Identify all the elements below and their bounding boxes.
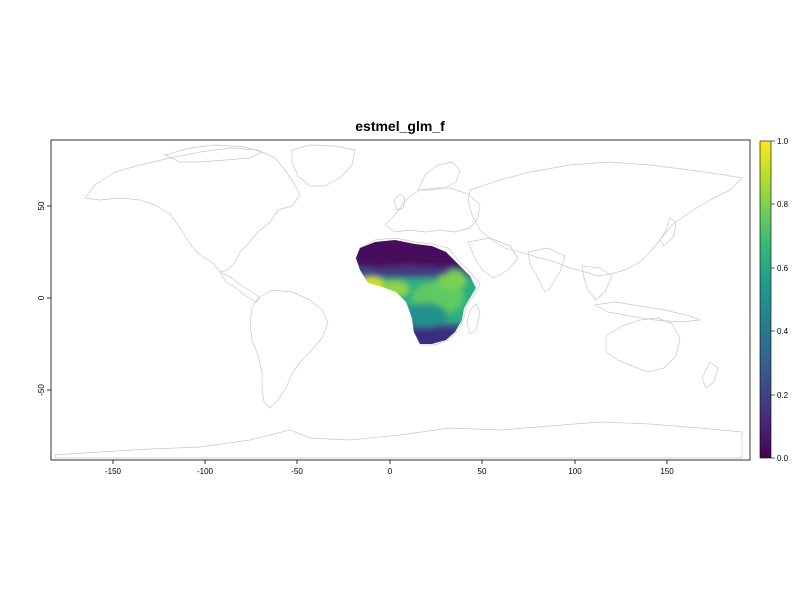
x-tick: -100 bbox=[197, 460, 214, 476]
y-tick: 50 bbox=[37, 201, 51, 210]
prediction-raster bbox=[356, 240, 476, 344]
legend-tick: 0.0 bbox=[771, 454, 789, 463]
map-area bbox=[54, 144, 743, 459]
legend-tick: 0.2 bbox=[771, 391, 789, 400]
raster-east-high bbox=[438, 270, 466, 290]
legend-tick-label: 1.0 bbox=[777, 137, 789, 146]
x-tick: 150 bbox=[660, 460, 674, 476]
y-tick-label: 50 bbox=[37, 201, 46, 210]
raster-west-coast bbox=[360, 277, 384, 291]
plot-frame bbox=[50, 139, 751, 461]
x-tick: 0 bbox=[388, 460, 393, 476]
canada-islands-outline bbox=[164, 144, 263, 163]
uk-outline bbox=[393, 193, 406, 211]
legend-tick-label: 0.6 bbox=[777, 264, 789, 273]
y-tick: -50 bbox=[37, 384, 51, 396]
india-outline bbox=[527, 247, 566, 293]
legend-tick: 0.8 bbox=[771, 200, 789, 209]
new-zealand-outline bbox=[701, 361, 719, 389]
indonesia-outline bbox=[594, 301, 701, 323]
greenland-outline bbox=[291, 144, 356, 187]
x-tick: 50 bbox=[478, 460, 487, 476]
x-tick: -150 bbox=[105, 460, 122, 476]
x-tick-label: -100 bbox=[197, 467, 214, 476]
map-title: estmel_glm_f bbox=[355, 118, 445, 134]
raster-sahel bbox=[356, 240, 476, 268]
y-tick-label: 0 bbox=[37, 295, 46, 300]
australia-outline bbox=[605, 317, 681, 373]
madagascar-outline bbox=[466, 303, 481, 335]
legend-colorbar: 0.0 0.2 0.4 0.6 0.8 1.0 bbox=[759, 137, 789, 463]
legend-tick-label: 0.0 bbox=[777, 454, 789, 463]
south-america-outline bbox=[249, 289, 329, 409]
x-tick-label: -150 bbox=[105, 467, 122, 476]
antarctica-outline bbox=[54, 421, 743, 459]
raster-west-mid bbox=[381, 281, 409, 297]
southeast-asia-outline bbox=[581, 265, 613, 301]
x-tick-label: 0 bbox=[388, 467, 393, 476]
legend-tick-label: 0.8 bbox=[777, 200, 789, 209]
asia-outline bbox=[467, 161, 743, 277]
x-tick-label: 100 bbox=[568, 467, 582, 476]
japan-outline bbox=[659, 217, 677, 247]
europe-outline bbox=[384, 187, 481, 233]
legend-tick: 0.4 bbox=[771, 327, 789, 336]
colorbar-fill bbox=[759, 140, 772, 459]
world-outlines bbox=[54, 144, 743, 459]
central-america-outline bbox=[219, 271, 261, 303]
y-axis: 50 0 -50 bbox=[37, 201, 51, 396]
y-tick: 0 bbox=[37, 295, 51, 300]
y-tick-label: -50 bbox=[37, 384, 46, 396]
x-tick: -50 bbox=[291, 460, 303, 476]
x-tick: 100 bbox=[568, 460, 582, 476]
x-tick-label: 150 bbox=[660, 467, 674, 476]
raster-congo bbox=[403, 303, 447, 327]
x-tick-label: 50 bbox=[478, 467, 487, 476]
scandinavia-outline bbox=[417, 161, 461, 191]
legend-tick-label: 0.4 bbox=[777, 327, 789, 336]
legend-tick: 0.6 bbox=[771, 264, 789, 273]
arabia-outline bbox=[467, 237, 519, 279]
raster-sahel-mid bbox=[370, 266, 450, 278]
north-america-outline bbox=[84, 147, 301, 273]
x-axis: -150 -100 -50 0 50 100 150 bbox=[105, 460, 674, 476]
legend-tick: 1.0 bbox=[771, 137, 789, 146]
x-tick-label: -50 bbox=[291, 467, 303, 476]
legend-tick-label: 0.2 bbox=[777, 391, 789, 400]
